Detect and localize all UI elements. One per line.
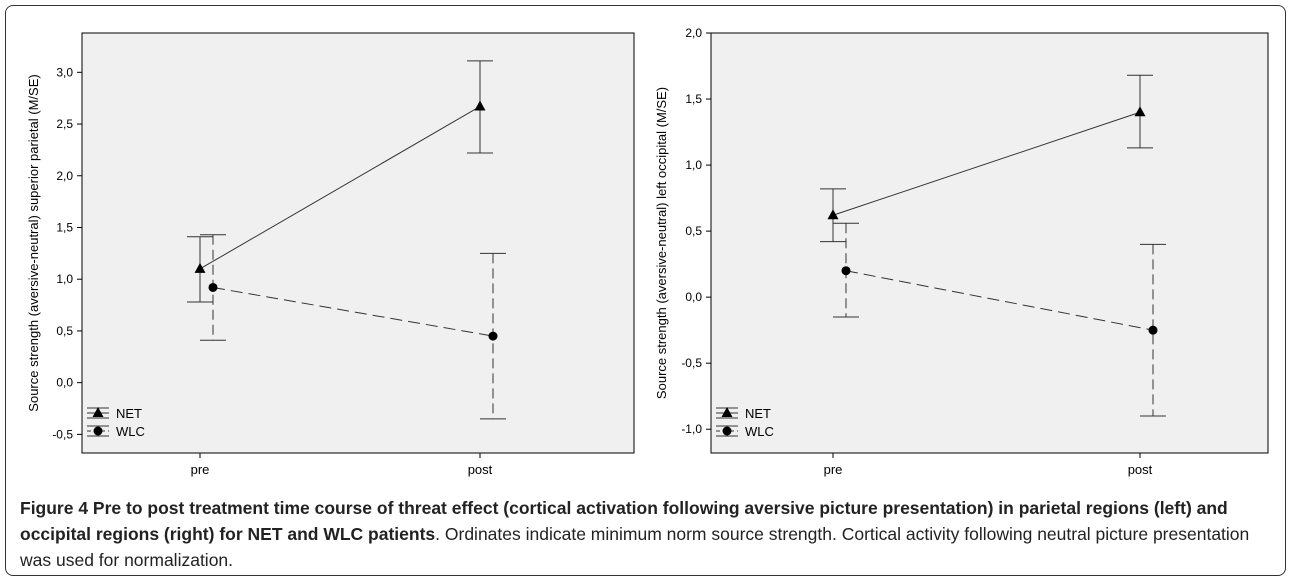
x-tick-label: post (1128, 462, 1153, 477)
y-tick-label: 2,0 (56, 169, 73, 183)
series-line-wlc (845, 270, 1154, 331)
caption-bold: Figure 4 Pre to post treatment time cour… (20, 498, 1228, 544)
y-tick-label: 1,5 (685, 92, 702, 106)
data-point-wlc (208, 282, 218, 292)
data-point-net (194, 262, 206, 273)
x-tick-label: pre (191, 462, 210, 477)
figure-caption: Figure 4 Pre to post treatment time cour… (20, 495, 1275, 573)
y-tick-label: 2,5 (56, 117, 73, 131)
data-point-wlc (488, 331, 498, 341)
x-tick-label: pre (824, 462, 843, 477)
series-line-wlc (212, 286, 494, 337)
y-axis-label: Source strength (aversive-neutral) super… (26, 74, 41, 411)
legend-label: WLC (116, 424, 145, 439)
caption-rest: . Ordinates indicate minimum norm source… (20, 524, 1250, 570)
legend-label: NET (116, 406, 142, 421)
y-tick-label: 1,0 (56, 272, 73, 286)
x-tick-label: post (468, 462, 493, 477)
charts-canvas: -0,5 0,0 0,5 1,0 1,5 2,0 2,5 3,0 pre post Source s… (26, 26, 1269, 477)
legend-label: NET (745, 406, 771, 421)
figure-frame (5, 5, 1286, 576)
legend-marker-wlc (722, 426, 732, 436)
y-tick-label: 3,0 (56, 65, 73, 79)
y-tick-label: 0,5 (56, 324, 73, 338)
y-tick-label: 0,0 (685, 290, 702, 304)
y-axis-label: Source strength (aversive-neutral) left … (654, 87, 669, 399)
y-tick-label: -1,0 (681, 422, 702, 436)
legend-marker-net (92, 407, 104, 417)
data-point-net (474, 100, 486, 111)
chart-panel-2: -1,0 -0,5 0,0 0,5 1,0 1,5 2,0 pre post Source str… (654, 26, 1269, 477)
legend-label: WLC (745, 424, 774, 439)
plot-area (710, 32, 1269, 454)
y-tick-label: 1,5 (56, 220, 73, 234)
plot-area (81, 32, 635, 454)
chart-panel-1: -0,5 0,0 0,5 1,0 1,5 2,0 2,5 3,0 pre post Source s… (26, 32, 635, 477)
y-tick-label: 0,5 (685, 224, 702, 238)
y-tick-label: 0,0 (56, 376, 73, 390)
y-tick-label: -0,5 (52, 427, 73, 441)
data-point-wlc (1148, 325, 1158, 335)
data-point-net (827, 209, 839, 220)
data-point-wlc (841, 266, 851, 276)
series-line-net (199, 106, 481, 270)
legend-marker-wlc (93, 426, 103, 436)
y-tick-label: 2,0 (685, 26, 702, 40)
series-line-net (832, 111, 1141, 216)
legend-marker-net (721, 407, 733, 417)
y-tick-label: 1,0 (685, 158, 702, 172)
data-point-net (1134, 106, 1146, 117)
y-tick-label: -0,5 (681, 356, 702, 370)
